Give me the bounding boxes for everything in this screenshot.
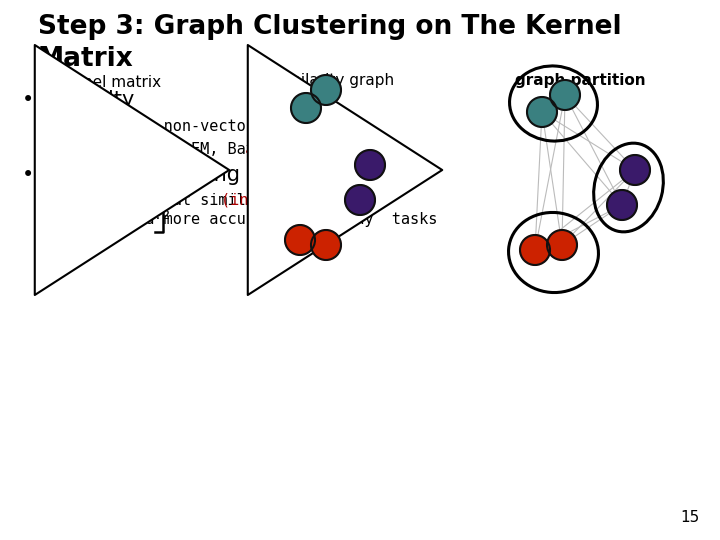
Text: graph partition: graph partition <box>515 73 645 88</box>
Circle shape <box>550 80 580 110</box>
Circle shape <box>520 235 550 265</box>
Circle shape <box>285 225 315 255</box>
Text: • inputs are non-vectorial !: • inputs are non-vectorial ! <box>45 119 300 134</box>
Text: 1.5   5.6   2.2: 1.5 5.6 2.2 <box>50 185 170 198</box>
Text: • Takes as input similarity: • Takes as input similarity <box>45 193 300 208</box>
Circle shape <box>355 150 385 180</box>
Circle shape <box>547 230 577 260</box>
Text: pairs!: pairs! <box>316 193 379 208</box>
Text: • Spectral Clustering: • Spectral Clustering <box>22 165 240 185</box>
Circle shape <box>311 75 341 105</box>
Text: 15: 15 <box>680 510 700 525</box>
Text: • K-means, GMM, EM, Bayesian: • K-means, GMM, EM, Bayesian <box>45 142 310 157</box>
Circle shape <box>527 97 557 127</box>
Circle shape <box>620 155 650 185</box>
Text: ✗: ✗ <box>243 139 258 157</box>
Text: Similarity graph: Similarity graph <box>272 73 394 88</box>
Circle shape <box>345 185 375 215</box>
Text: ⋯     ⋯     ⋯: ⋯ ⋯ ⋯ <box>54 161 166 174</box>
Text: (inner product): (inner product) <box>222 193 359 208</box>
Circle shape <box>291 93 321 123</box>
Text: • Difficulty: • Difficulty <box>22 90 135 110</box>
Circle shape <box>607 190 637 220</box>
Text: 4.3   1.5   0.2: 4.3 1.5 0.2 <box>50 209 170 222</box>
Circle shape <box>311 230 341 260</box>
Text: • Faster and more accurate  in  many  tasks: • Faster and more accurate in many tasks <box>45 212 437 227</box>
Text: Step 3: Graph Clustering on The Kernel: Step 3: Graph Clustering on The Kernel <box>38 14 621 40</box>
Text: kernel matrix: kernel matrix <box>59 75 161 90</box>
Text: Matrix: Matrix <box>38 46 134 72</box>
Text: 0.2   2.2   7.2: 0.2 2.2 7.2 <box>50 137 170 150</box>
